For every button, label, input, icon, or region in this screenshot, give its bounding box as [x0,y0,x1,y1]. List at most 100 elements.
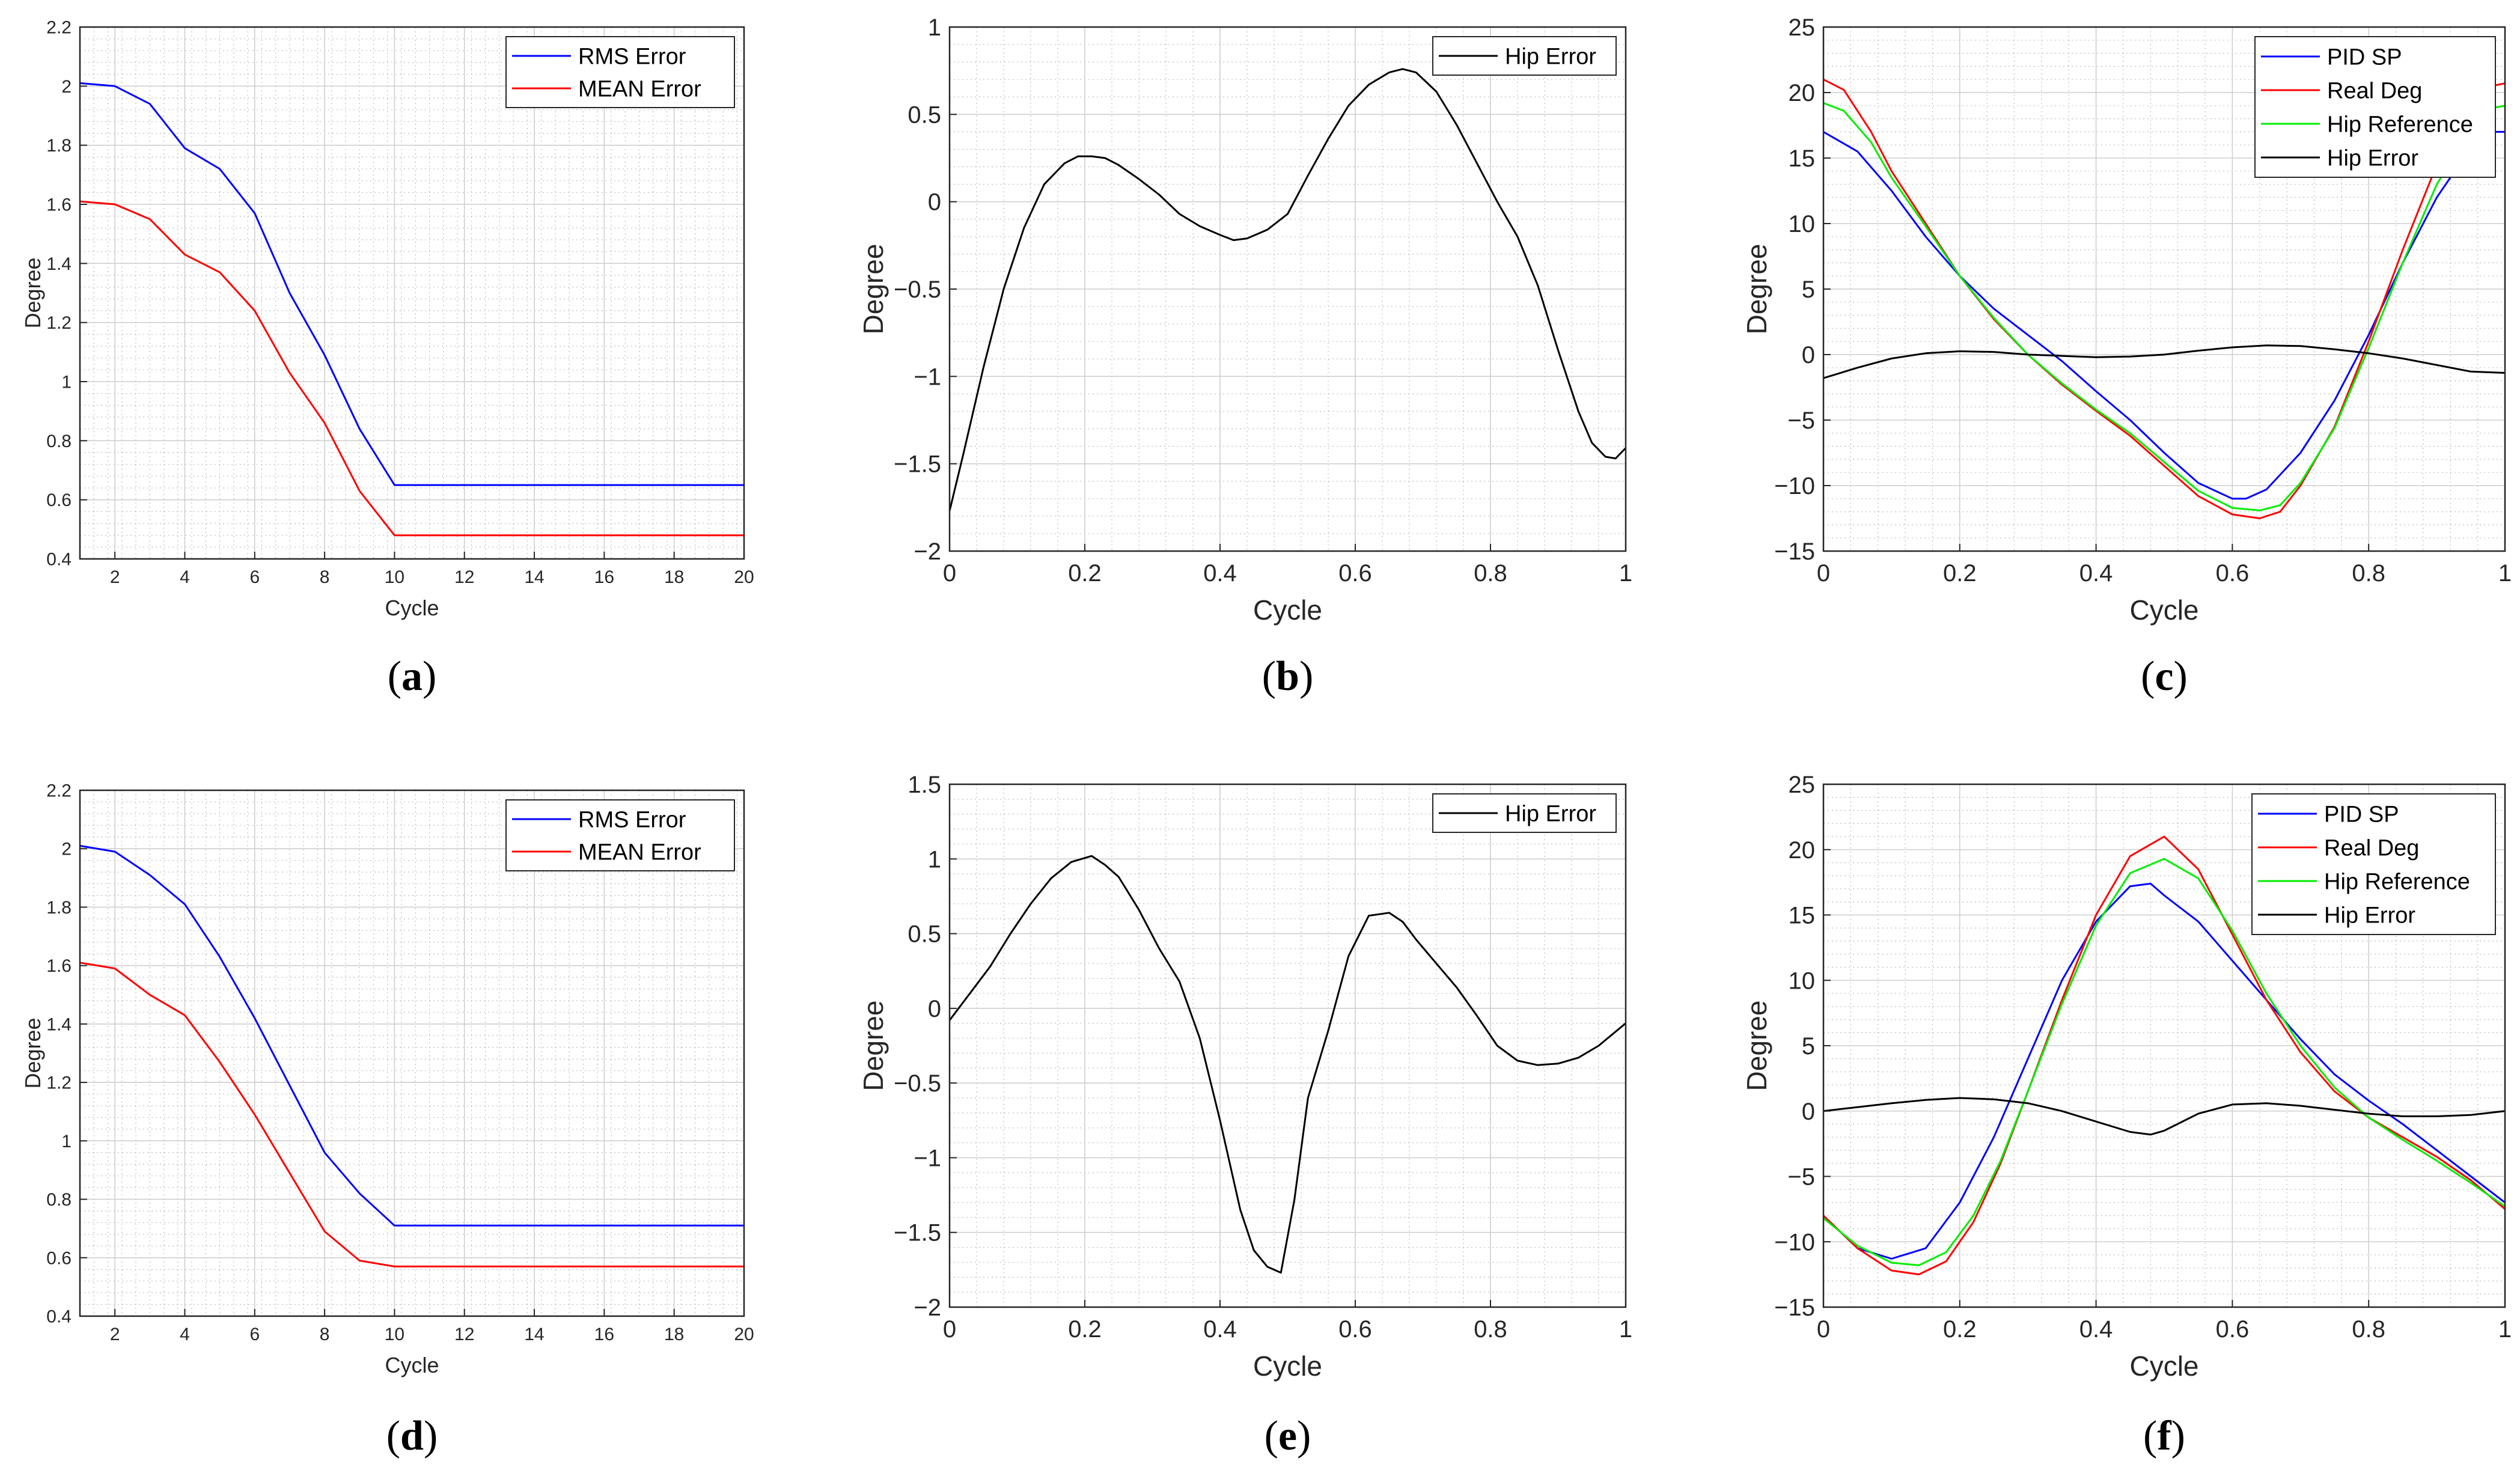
x-tick-label: 0.2 [1068,560,1102,587]
legend-box [505,799,735,871]
y-axis-label: Degree [1741,244,1772,335]
y-axis-label: Degree [858,1001,889,1091]
minor-grid [79,26,744,560]
legend-label: RMS Error [578,44,686,69]
y-tick-label: −2 [914,1294,941,1321]
series-line-hip-error [948,68,1627,511]
series-line-rms-error [79,82,744,486]
x-tick-label: 16 [594,1325,614,1344]
y-tick-label: 15 [1789,903,1816,929]
x-tick-label: 0.8 [1474,560,1507,587]
x-tick-label: 0 [943,1316,956,1343]
y-tick-label: 5 [1802,276,1815,303]
series-line-real-deg [1822,835,2506,1276]
legend-label: PID SP [2324,802,2399,827]
x-axis-label: Cycle [1253,594,1322,626]
x-tick-label: 6 [249,567,260,587]
legend-label: MEAN Error [578,840,701,865]
chart-panel-b: 0 0.2 0.4 0.6 0.8 1 −2 −1.5 −1 −0.5 0 0.5 1 Cycle Degr… [858,14,1632,700]
legend: RMS Error MEAN Error [505,799,735,871]
x-tick-label: 16 [594,567,614,587]
legend-label: Real Deg [2327,78,2422,103]
x-tick-label: 2 [110,1325,120,1344]
y-tick-label: −5 [1787,1164,1815,1191]
x-tick-label: 0.8 [2352,560,2385,587]
legend-label: Hip Error [1505,801,1596,826]
y-tick-label: 1 [928,846,941,873]
x-tick-label: 18 [664,567,684,587]
legend-label: PID SP [2327,44,2402,70]
x-tick-label: 0.6 [1338,560,1372,587]
legend-label: Hip Error [2324,903,2415,928]
y-tick-label: 0 [1802,342,1815,368]
major-grid [80,26,745,560]
legend-box [2251,793,2496,935]
x-tick-label: 0.6 [1338,1316,1372,1343]
x-tick-label: 0.8 [2352,1316,2385,1343]
x-tick-label: 0 [1817,1316,1830,1343]
legend-label: Hip Reference [2327,112,2473,137]
legend: Hip Error [1432,793,1617,833]
x-tick-label: 12 [454,567,474,587]
series-line-mean-error [79,200,744,537]
x-tick-label: 18 [664,1325,684,1344]
chart-panel-f: 0 0.2 0.4 0.6 0.8 1 −15 −10 −5 0 5 10 15 20 25 Cycle Deg… [1741,772,2512,1459]
x-tick-label: 1 [2498,560,2512,587]
x-tick-label: 8 [320,567,330,587]
y-tick-label: 0.6 [46,490,72,510]
x-tick-label: 0.4 [2079,1316,2113,1343]
legend-label: Hip Error [2327,145,2418,171]
subfigure-caption: (b) [1262,653,1314,700]
y-tick-label: 1 [61,373,72,392]
legend-box [505,36,735,108]
y-tick-label: 25 [1789,772,1816,798]
y-tick-label: −1 [914,364,941,390]
axes-box [79,26,745,560]
series-line-rms-error [79,844,744,1227]
subfigure-caption: (c) [2141,653,2188,700]
y-tick-label: 5 [1802,1033,1815,1060]
chart-panel-a: 2 4 6 8 10 12 14 16 18 20 0.4 0.6 0.8 1 1.2 1.4 1.6 1.8 2 2… [20,18,754,700]
y-tick-label: −1 [914,1145,941,1171]
x-tick-label: 20 [734,567,754,587]
x-tick-label: 0.6 [2216,560,2250,587]
x-tick-label: 4 [180,567,190,587]
series-line-real-deg [1823,78,2506,519]
major-grid [949,784,1626,1308]
y-tick-label: −15 [1774,1294,1815,1321]
y-tick-label: 1.2 [46,313,72,333]
x-tick-label: 0.2 [1943,1316,1977,1343]
minor-grid [79,790,744,1317]
y-tick-label: 0.5 [908,921,941,948]
x-tick-label: 1 [1619,560,1632,587]
x-tick-label: 0.2 [1943,560,1977,587]
y-tick-label: 15 [1789,145,1816,172]
subfigure-caption: (e) [1265,1413,1311,1459]
x-tick-label: 0 [943,560,956,587]
y-tick-label: −5 [1787,407,1815,434]
legend-label: Hip Error [1505,44,1596,69]
y-tick-label: 10 [1789,968,1816,994]
x-tick-label: 14 [524,1325,544,1344]
x-tick-label: 0.4 [1203,560,1237,587]
y-tick-label: 1.4 [46,254,72,274]
x-tick-label: 4 [180,1325,190,1344]
y-tick-label: 1.8 [46,898,72,918]
subfigure-caption: (d) [386,1413,438,1459]
chart-panel-c: 0 0.2 0.4 0.6 0.8 1 −15 −10 −5 0 5 10 15 20 25 Cycle Deg… [1741,14,2512,700]
x-tick-label: 0.4 [2079,560,2113,587]
series-line-pid-sp [1823,130,2505,500]
x-tick-label: 20 [734,1325,754,1344]
x-tick-label: 8 [320,1325,330,1344]
legend-label: Hip Reference [2324,869,2470,894]
x-axis-label: Cycle [2129,1350,2198,1382]
axes-box [79,789,745,1317]
x-tick-label: 0.2 [1068,1316,1102,1343]
y-tick-label: 0 [928,189,941,216]
y-tick-label: 0.6 [46,1248,72,1268]
x-axis-label: Cycle [2129,594,2198,626]
x-tick-label: 6 [249,1325,260,1344]
y-axis-label: Degree [858,244,889,335]
y-axis-label: Degree [20,1017,45,1088]
x-tick-label: 12 [454,1325,474,1344]
